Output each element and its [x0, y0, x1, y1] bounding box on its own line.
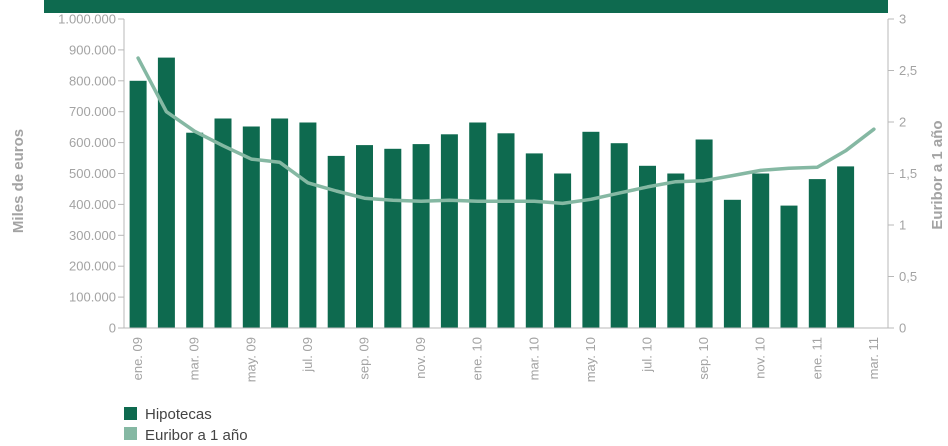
right-tick-label: 1,5 — [899, 166, 917, 181]
x-tick-label: ene. 11 — [809, 337, 824, 379]
right-axis-title: Euribor a 1 año — [929, 120, 946, 229]
right-tick-label: 2,5 — [899, 63, 917, 78]
left-tick-label: 600.000 — [69, 135, 116, 150]
x-tick-label: ene. 10 — [470, 337, 485, 380]
legend-swatch-euribor — [124, 427, 137, 440]
right-axis-ticks: 0 0,5 1 1,5 2 2,5 3 — [888, 12, 917, 336]
bar — [639, 165, 656, 328]
legend: Hipotecas Euribor a 1 año — [124, 406, 248, 444]
bars — [129, 57, 855, 328]
left-tick-label: 300.000 — [69, 228, 116, 243]
bar — [242, 126, 260, 328]
bar — [327, 155, 345, 328]
left-tick-label: 0 — [109, 321, 116, 336]
left-tick-label: 400.000 — [69, 197, 116, 212]
top-band — [44, 0, 888, 13]
bar — [186, 132, 204, 328]
bar — [695, 139, 713, 328]
bar — [780, 205, 798, 328]
right-tick-label: 2 — [899, 115, 906, 130]
x-tick-label: nov. 09 — [413, 337, 428, 379]
bar — [610, 143, 628, 328]
x-tick-label: mar. 11 — [866, 337, 881, 379]
x-tick-label: nov. 10 — [753, 337, 768, 379]
bar — [469, 122, 487, 328]
bar — [525, 153, 543, 328]
left-tick-label: 800.000 — [69, 73, 116, 88]
x-tick-label: may. 09 — [243, 337, 258, 382]
euribor-line-group — [136, 56, 876, 206]
bar — [497, 133, 515, 328]
left-tick-label: 900.000 — [69, 42, 116, 57]
left-tick-label: 500.000 — [69, 166, 116, 181]
bar — [412, 144, 430, 328]
legend-label-euribor: Euribor a 1 año — [145, 427, 248, 444]
euribor-line — [136, 56, 876, 206]
x-tick-label: ene. 09 — [130, 337, 145, 380]
left-tick-label: 1.000.000 — [58, 12, 116, 27]
bar — [808, 179, 826, 328]
x-tick-label: sep. 10 — [696, 337, 711, 380]
right-tick-label: 0,5 — [899, 269, 917, 284]
bar — [129, 80, 147, 328]
left-axis-title: Miles de euros — [10, 129, 27, 233]
left-axis-ticks: 0 100.000 200.000 300.000 400.000 500.000 600.… — [58, 12, 124, 336]
legend-label-hipotecas: Hipotecas — [145, 406, 212, 423]
legend-swatch-hipotecas — [124, 407, 137, 420]
bar — [440, 134, 458, 328]
x-tick-label: jul. 09 — [300, 337, 315, 373]
left-tick-label: 700.000 — [69, 104, 116, 119]
bar — [667, 173, 685, 328]
x-tick-label: sep. 09 — [357, 337, 372, 380]
x-tick-label: mar. 09 — [187, 337, 202, 380]
x-axis-ticks: ene. 09 mar. 09 may. 09 jul. 09 sep. 09 nov. … — [130, 337, 881, 382]
right-tick-label: 1 — [899, 218, 906, 233]
bar — [582, 131, 600, 328]
bar — [752, 173, 770, 328]
bar — [554, 173, 572, 328]
bar — [157, 57, 175, 328]
bar — [723, 199, 741, 328]
bar — [214, 118, 232, 328]
bar — [384, 148, 402, 328]
x-tick-label: mar. 10 — [526, 337, 541, 380]
bar — [356, 145, 373, 328]
left-tick-label: 200.000 — [69, 259, 116, 274]
x-tick-label: may. 10 — [583, 337, 598, 382]
right-tick-label: 3 — [899, 12, 906, 27]
bar — [271, 118, 289, 328]
bar — [299, 122, 317, 328]
x-tick-label: jul. 10 — [639, 337, 654, 373]
bar — [837, 166, 855, 328]
right-tick-label: 0 — [899, 321, 906, 336]
left-tick-label: 100.000 — [69, 290, 116, 305]
